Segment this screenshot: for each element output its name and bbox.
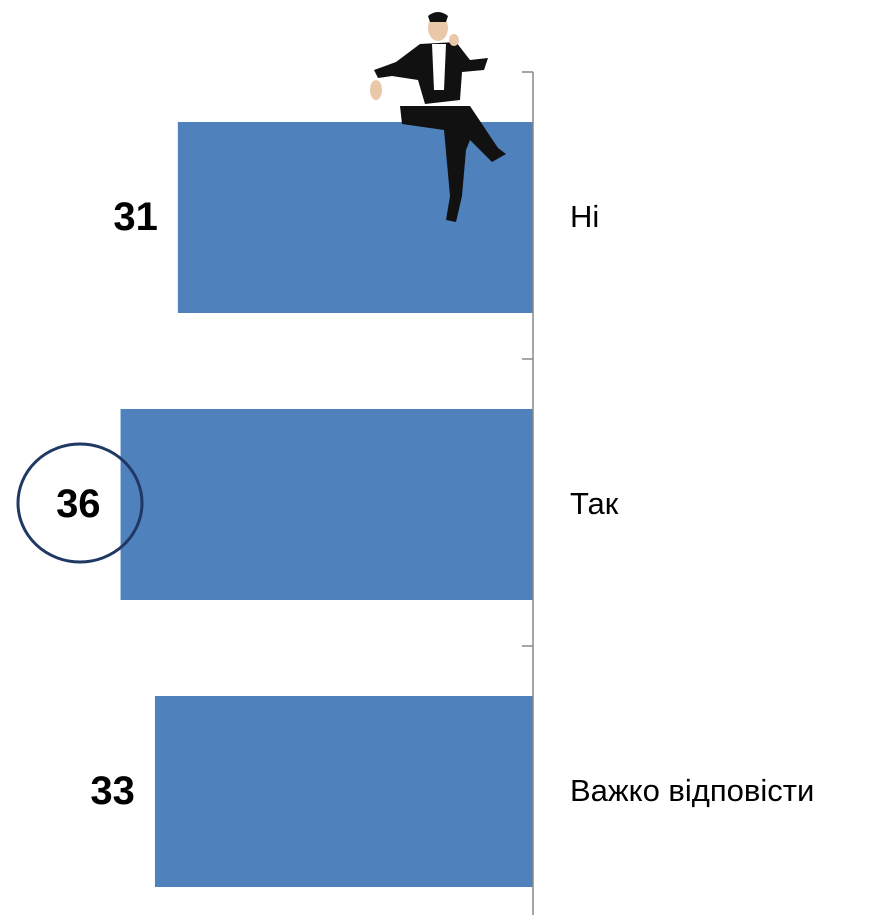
value-label: 31 [113, 195, 158, 239]
value-label: 36 [56, 482, 101, 526]
highlight-circle [16, 442, 144, 564]
bar [120, 409, 533, 600]
category-label: Ні [570, 199, 599, 234]
businessman-icon [370, 12, 506, 222]
plot-area: 31 Ні 36 Так 33 Важко відповісти [56, 71, 814, 915]
bar [177, 122, 533, 313]
value-label: 33 [90, 769, 135, 813]
bar [154, 696, 533, 887]
category-label: Так [570, 486, 619, 521]
category-label: Важко відповісти [570, 773, 814, 808]
